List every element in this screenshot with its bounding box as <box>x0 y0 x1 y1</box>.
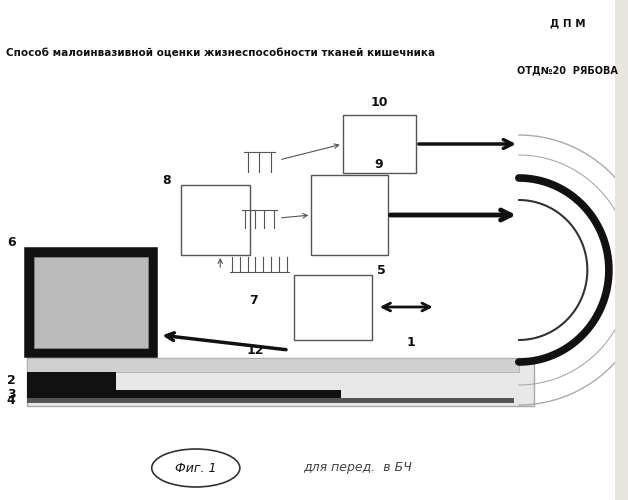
Bar <box>28 358 519 372</box>
Text: 3: 3 <box>7 388 16 400</box>
Bar <box>28 372 116 390</box>
Bar <box>181 185 249 255</box>
Bar <box>28 398 514 403</box>
Text: 1: 1 <box>407 336 416 349</box>
Text: 4: 4 <box>7 394 16 406</box>
Text: 5: 5 <box>377 264 386 276</box>
Text: 12: 12 <box>247 344 264 356</box>
Text: Способ малоинвазивной оценки жизнеспособности тканей кишечника: Способ малоинвазивной оценки жизнеспособ… <box>6 48 435 58</box>
Text: 2: 2 <box>7 374 16 388</box>
Bar <box>294 275 372 340</box>
Text: Фиг. 1: Фиг. 1 <box>175 462 217 474</box>
Text: Д П М: Д П М <box>550 18 585 28</box>
Bar <box>28 250 154 355</box>
Bar <box>28 390 340 398</box>
Text: 8: 8 <box>163 174 171 186</box>
Text: для перед.  в БЧ: для перед. в БЧ <box>303 462 413 474</box>
Bar <box>343 115 416 173</box>
Text: 6: 6 <box>7 236 16 248</box>
Bar <box>311 175 387 255</box>
Bar <box>28 358 534 406</box>
Text: 9: 9 <box>374 158 382 172</box>
Ellipse shape <box>152 449 240 487</box>
Text: 7: 7 <box>249 294 258 306</box>
Text: ОТД№20  РЯБОВА: ОТД№20 РЯБОВА <box>517 65 618 75</box>
Text: 10: 10 <box>370 96 387 110</box>
Bar <box>35 257 148 348</box>
